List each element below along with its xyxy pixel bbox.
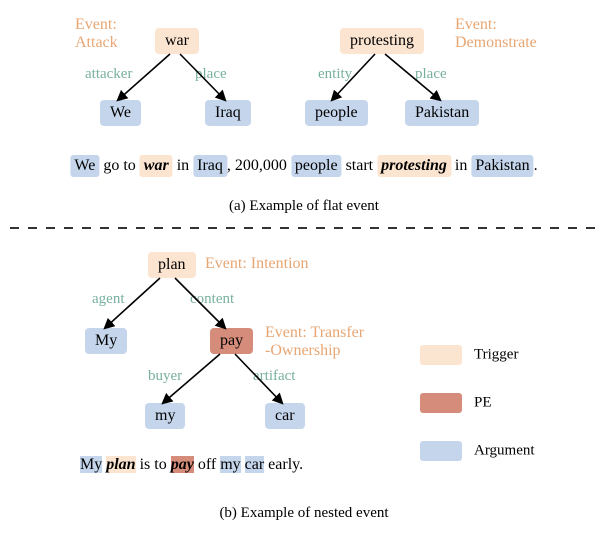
event-label-intention: Event: Intention	[205, 255, 309, 273]
role-entity: entity	[318, 66, 352, 83]
legend: Trigger PE Argument	[420, 345, 535, 461]
sentence-b: My plan is to pay off my car early.	[80, 456, 303, 474]
legend-trigger: Trigger	[420, 345, 535, 365]
caption-a: (a) Example of flat event	[0, 198, 608, 215]
trigger-war: war	[155, 28, 199, 54]
caption-b: (b) Example of nested event	[0, 505, 608, 522]
event-label-demonstrate: Event: Demonstrate	[455, 16, 537, 52]
legend-pe: PE	[420, 393, 535, 413]
event-label-attack: Event: Attack	[75, 16, 118, 52]
arg-pakistan: Pakistan	[405, 100, 479, 126]
role-place-2: place	[415, 66, 447, 83]
role-agent: agent	[92, 291, 124, 308]
sentence-a: We go to war in Iraq, 200,000 people sta…	[70, 155, 537, 177]
trigger-plan: plan	[148, 252, 196, 278]
arg-people: people	[305, 100, 368, 126]
trigger-protesting: protesting	[340, 28, 424, 54]
role-place-1: place	[195, 66, 227, 83]
arg-car: car	[265, 403, 305, 429]
event-label-transfer: Event: Transfer -Ownership	[265, 324, 364, 360]
role-artifact: artifact	[253, 368, 295, 385]
role-buyer: buyer	[148, 368, 182, 385]
role-attacker: attacker	[85, 66, 132, 83]
pe-pay: pay	[210, 328, 253, 354]
arg-iraq: Iraq	[205, 100, 251, 126]
arg-my-1: My	[85, 328, 127, 354]
legend-argument: Argument	[420, 441, 535, 461]
role-content: content	[190, 291, 234, 308]
arg-my-2: my	[145, 403, 185, 429]
arg-we: We	[100, 100, 141, 126]
